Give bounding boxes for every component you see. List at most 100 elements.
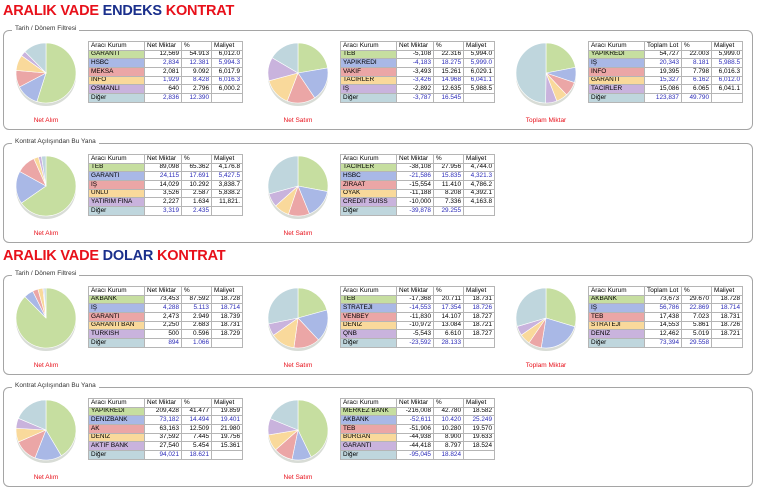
broker-name: BURGAN xyxy=(340,432,397,443)
pie-caption: Net Alım xyxy=(33,230,59,237)
table-row: AKBANK 73,673 29.670 18.728 xyxy=(588,294,743,305)
cost: 5,994.0 xyxy=(463,49,495,60)
table-row: YAPIKREDİ 54,727 22.003 5,999.0 xyxy=(588,49,743,60)
cost: 18.714 xyxy=(211,303,243,314)
cost: 21.980 xyxy=(211,424,243,434)
net-amount: 12,462 xyxy=(644,329,682,340)
percent: 12.390 xyxy=(181,93,212,103)
table-row: YAPIKREDİ 209,428 41.477 19.859 xyxy=(88,406,243,417)
column-header: Maliyet xyxy=(711,41,743,51)
table-header-row: Aracı Kurum Net Miktar% Maliyet xyxy=(340,398,495,408)
column-header: Maliyet xyxy=(211,154,243,164)
table-row-other: Diğer -3,787 16.545 xyxy=(340,93,495,103)
section-title-part: KONTRAT xyxy=(153,248,226,264)
percent: 2.587 xyxy=(181,188,212,199)
net-amount: 12,569 xyxy=(144,49,182,60)
section-title-part: KONTRAT xyxy=(161,3,235,19)
net-amount: 2,250 xyxy=(144,320,182,331)
table-row: YATIRIM FİNA 2,227 1.634 11,821. xyxy=(88,197,243,208)
pie-slice xyxy=(545,287,577,328)
percent: 29.670 xyxy=(681,294,712,305)
column-header: % xyxy=(433,41,464,51)
net-amount: 2,227 xyxy=(144,197,182,208)
cost: 18.728 xyxy=(711,294,743,305)
cost: 18.731 xyxy=(463,294,495,305)
cost xyxy=(463,93,495,103)
broker-name: DENİZBANK xyxy=(88,415,145,426)
net-amount: 1,929 xyxy=(144,75,182,86)
cost: 4,392.1 xyxy=(463,188,495,199)
net-amount: 894 xyxy=(144,338,182,348)
table-row: GARANTI BAN 2,250 2.683 18.731 xyxy=(88,320,243,331)
percent: 27.956 xyxy=(433,162,464,173)
column-header: Aracı Kurum xyxy=(340,398,397,408)
table-row: MERKEZ BANK -216,008 42.780 18.582 xyxy=(340,406,495,417)
table-row: HSBC -21,586 15.835 4,321.3 xyxy=(340,171,495,182)
cost: 6,012.0 xyxy=(211,49,243,60)
broker-name: GARANTİ xyxy=(88,171,145,182)
percent: 8.208 xyxy=(433,188,464,199)
broker-table: Aracı Kurum Net Miktar% Maliyet TACİRLER -38… xyxy=(340,154,495,216)
broker-group: Toplam Miktar Aracı Kurum Toplam Lot% Maliy… xyxy=(514,284,754,372)
percent: 6.610 xyxy=(433,329,464,340)
table-row: İNFO 19,395 7.798 6,016.3 xyxy=(588,67,743,77)
pie-chart xyxy=(267,42,329,106)
net-amount: 24,115 xyxy=(144,171,182,182)
broker-table: Aracı Kurum Toplam Lot% Maliyet AKBANK 73,67… xyxy=(588,286,743,348)
cost: 5,999.0 xyxy=(463,58,495,69)
cost: 19.401 xyxy=(211,415,243,426)
net-amount: 640 xyxy=(144,84,182,95)
cost: 18.727 xyxy=(463,312,495,322)
cost: 6,016.3 xyxy=(211,75,243,86)
table-row-other: Diğer 123,837 49.790 xyxy=(588,93,743,103)
broker-name: YAPIKREDİ xyxy=(88,406,145,417)
net-amount: -17,368 xyxy=(396,294,434,305)
percent: 1.066 xyxy=(181,338,212,348)
column-header: % xyxy=(681,41,712,51)
table-row: BURGAN -44,938 8.900 19.633 xyxy=(340,432,495,443)
pie-slice xyxy=(41,155,47,187)
broker-name: HSBC xyxy=(340,171,397,182)
cost: 6,041.1 xyxy=(463,75,495,86)
net-amount: 94,021 xyxy=(144,450,182,460)
broker-name: TURKISH xyxy=(88,329,145,340)
cost: 18.729 xyxy=(211,329,243,340)
pie-slice xyxy=(36,42,77,104)
broker-name: Diğer xyxy=(88,450,145,460)
cost xyxy=(711,338,743,348)
broker-group: Net Alım Aracı Kurum Net Miktar% Maliyet YAP… xyxy=(14,396,254,484)
pie-caption: Net Satım xyxy=(283,362,313,369)
broker-group: Toplam Miktar Aracı Kurum Toplam Lot% Maliy… xyxy=(514,39,754,127)
table-row: QNB -5,543 6.610 18.727 xyxy=(340,329,495,340)
percent: 17.354 xyxy=(433,303,464,314)
table-row: TACİRLER -3,426 14.968 6,041.1 xyxy=(340,75,495,86)
pie-chart xyxy=(267,155,329,219)
pie-caption: Net Alım xyxy=(33,474,59,481)
percent: 17.691 xyxy=(181,171,212,182)
net-amount: 15,327 xyxy=(644,75,682,86)
table-row: TACİRLER -38,108 27.956 4,744.0 xyxy=(340,162,495,173)
table-row: STRATEJİ 14,553 5.861 18.726 xyxy=(588,320,743,331)
cost: 6,041.1 xyxy=(711,84,743,95)
cost: 18.524 xyxy=(463,441,495,452)
table-header-row: Aracı Kurum Net Miktar% Maliyet xyxy=(88,398,243,408)
table-row: GARANTİ 12,569 54.913 6,012.0 xyxy=(88,49,243,60)
cost: 4,163.8 xyxy=(463,197,495,208)
net-amount: -21,586 xyxy=(396,171,434,182)
cost xyxy=(463,450,495,460)
cost: 18.731 xyxy=(711,312,743,322)
percent: 65.362 xyxy=(181,162,212,173)
table-row: IŞ 20,343 8.181 5,988.5 xyxy=(588,58,743,69)
broker-name: IŞ xyxy=(588,303,645,314)
table-header-row: Aracı Kurum Net Miktar% Maliyet xyxy=(88,286,243,296)
column-header: % xyxy=(181,41,212,51)
table-row: MEKSA 2,081 9.092 6,017.9 xyxy=(88,67,243,77)
broker-name: TEB xyxy=(340,424,397,434)
broker-name: IŞ xyxy=(88,180,145,190)
percent: 9.092 xyxy=(181,67,212,77)
cost: 5,427.5 xyxy=(211,171,243,182)
broker-name: TEB xyxy=(88,162,145,173)
broker-name: VAKIF xyxy=(340,67,397,77)
table-row: IŞ 56,786 22.869 18.714 xyxy=(588,303,743,314)
